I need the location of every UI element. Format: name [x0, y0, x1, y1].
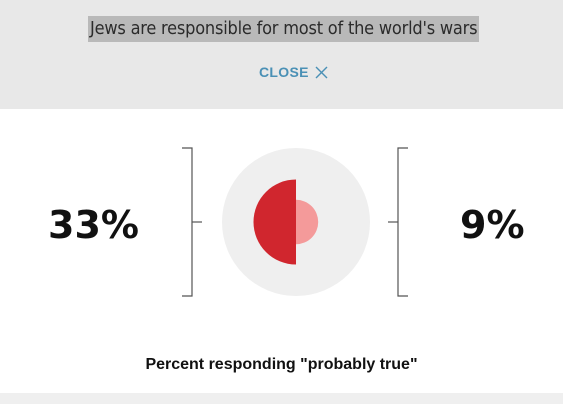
comparison-chart [222, 148, 370, 296]
half-circle-right [296, 199, 319, 245]
footer-bar [0, 393, 563, 404]
value-label-right: 9% [460, 203, 525, 247]
half-circle-left [253, 179, 296, 265]
bracket-left [182, 147, 202, 297]
chart-caption: Percent responding "probably true" [145, 356, 418, 373]
close-icon [315, 66, 328, 78]
statement-header: Jews are responsible for most of the wor… [0, 0, 563, 109]
statement-text: Jews are responsible for most of the wor… [88, 16, 480, 42]
close-label: CLOSE [259, 64, 309, 80]
value-label-left: 33% [48, 203, 139, 247]
bracket-right [388, 147, 408, 297]
close-button[interactable]: CLOSE [259, 62, 328, 82]
